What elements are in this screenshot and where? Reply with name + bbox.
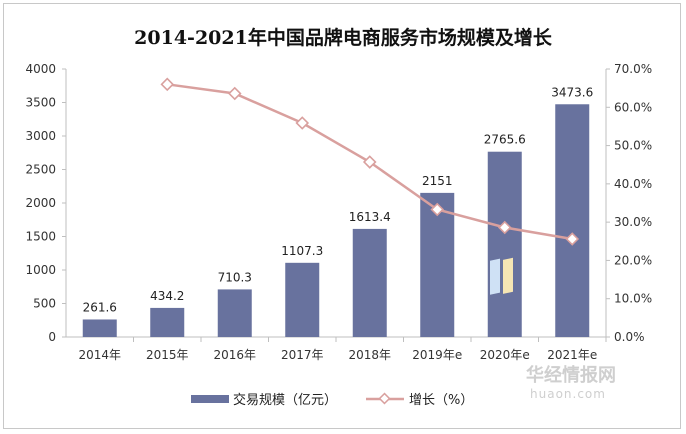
bar-data-label: 1613.4 <box>349 210 391 224</box>
growth-point <box>362 155 377 169</box>
right-tick-label: 30.0% <box>614 215 652 229</box>
bar <box>285 262 320 337</box>
chart-frame: 2014-2021年中国品牌电商服务市场规模及增长 261.6 434.2 710.… <box>3 3 681 429</box>
bar <box>150 307 185 337</box>
growth-point <box>295 116 310 130</box>
legend: 交易规模（亿元） 增长（%） <box>191 392 473 408</box>
bar-data-label: 2151 <box>422 174 453 188</box>
watermark-logo-icon-accent <box>503 257 513 294</box>
growth-line <box>160 77 580 246</box>
left-tick-label: 3000 <box>25 129 56 143</box>
left-tick-label: 3500 <box>25 96 56 110</box>
right-tick-label: 50.0% <box>614 139 652 153</box>
bar <box>487 151 522 337</box>
bar-data-label: 3473.6 <box>551 85 593 99</box>
left-tick-label: 4000 <box>25 62 56 76</box>
right-axis-ticks: 0.0% 10.0% 20.0% 30.0% 40.0% 50.0% 60.0% 70.0% <box>606 62 652 344</box>
x-tick-label: 2020年e <box>480 348 530 362</box>
bar-data-label: 710.3 <box>218 270 252 284</box>
legend-line-label: 增长（%） <box>409 393 473 408</box>
bars <box>82 104 590 337</box>
x-tick-label: 2021年e <box>547 348 597 362</box>
bar-data-label: 261.6 <box>83 300 117 314</box>
x-tick-label: 2017年 <box>281 348 324 362</box>
right-tick-label: 0.0% <box>614 330 645 344</box>
bar-data-label: 1107.3 <box>281 244 323 258</box>
axes <box>65 69 607 338</box>
legend-line-marker <box>378 392 391 405</box>
right-tick-label: 10.0% <box>614 292 652 306</box>
bar-data-label: 2765.6 <box>484 133 526 147</box>
legend-bar-label: 交易规模（亿元） <box>233 392 337 408</box>
bar <box>217 289 252 337</box>
chart-title: 2014-2021年中国品牌电商服务市场规模及增长 <box>134 26 553 49</box>
left-tick-label: 500 <box>33 297 56 311</box>
right-tick-label: 40.0% <box>614 177 652 191</box>
growth-point <box>160 77 175 92</box>
left-tick-label: 1500 <box>25 230 56 244</box>
left-tick-label: 2500 <box>25 163 56 177</box>
watermark-cn: 华经情报网 <box>526 364 616 386</box>
right-tick-label: 70.0% <box>614 62 652 76</box>
growth-point <box>227 86 242 101</box>
right-tick-label: 60.0% <box>614 100 652 114</box>
left-axis-ticks: 0 500 1000 1500 2000 2500 3000 3500 4000 <box>25 62 66 344</box>
bar <box>420 192 455 337</box>
bar-data-label: 434.2 <box>150 289 184 303</box>
x-tick-label: 2019年e <box>412 348 462 362</box>
left-tick-label: 2000 <box>25 196 56 210</box>
growth-point <box>565 232 580 246</box>
x-tick-label: 2015年 <box>146 348 189 362</box>
bar <box>352 228 387 337</box>
bar <box>555 104 590 337</box>
left-tick-label: 0 <box>48 330 56 344</box>
chart-svg: 2014-2021年中国品牌电商服务市场规模及增长 261.6 434.2 710.… <box>25 26 652 408</box>
bar <box>82 319 117 337</box>
x-axis-ticks: 2014年 2015年 2016年 2017年 2018年 2019年e 2020年e 202… <box>78 337 607 362</box>
growth-point <box>497 220 512 235</box>
bar-labels: 261.6 434.2 710.3 1107.3 1613.4 2151 2765.6 347… <box>83 85 594 314</box>
growth-point <box>430 202 445 217</box>
x-tick-label: 2016年 <box>213 348 256 362</box>
x-tick-label: 2018年 <box>348 348 391 362</box>
legend-bar-swatch <box>191 395 229 403</box>
watermark-logo-icon <box>490 258 500 295</box>
watermark: 华经情报网 huaon.com <box>490 257 616 401</box>
right-tick-label: 20.0% <box>614 253 652 267</box>
left-tick-label: 1000 <box>25 263 56 277</box>
watermark-en: huaon.com <box>530 387 606 401</box>
x-tick-label: 2014年 <box>78 348 121 362</box>
